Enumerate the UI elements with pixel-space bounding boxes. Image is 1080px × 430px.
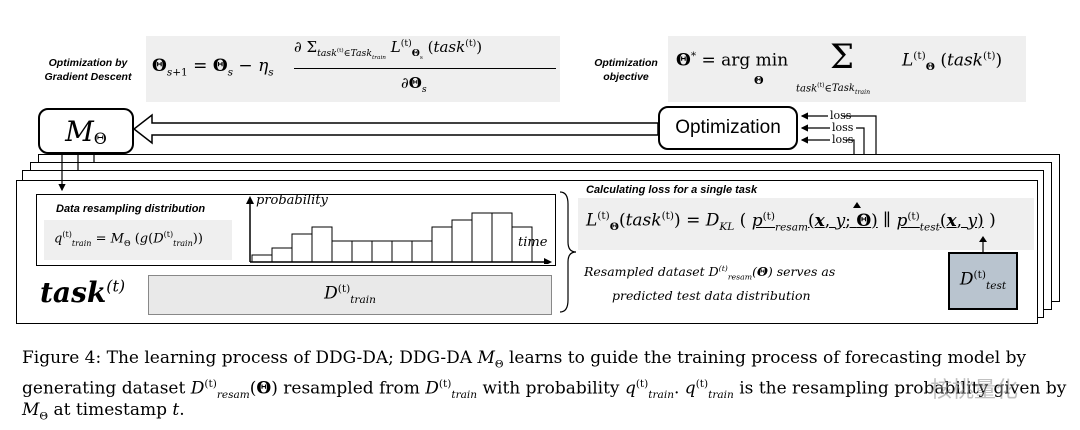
loss-label-1: loss [830, 109, 852, 122]
dtrain-box: D(t)train [148, 275, 552, 315]
optimization-box: Optimization [658, 106, 798, 150]
gd-formula: Θs+1 = Θs − ηs [152, 56, 274, 79]
resampled-note-line2: predicted test data distribution [612, 288, 811, 303]
chart-x-arrow [544, 258, 552, 264]
loss-formula-box: L(t)Θ(task(t)) = DKL ( p(t)resam(x, y; Θ… [578, 198, 1034, 250]
loss-formula: L(t)Θ(task(t)) = DKL ( p(t)resam(x, y; Θ… [586, 210, 996, 234]
watermark: 核桃量化 [930, 377, 1019, 402]
optimization-label: Optimization [675, 117, 781, 138]
model-sub: Θ [93, 128, 107, 148]
chart-bar [251, 254, 273, 263]
obj-loss: L(t)Θ (task(t)) [902, 50, 1003, 74]
chart-xlabel: time [518, 235, 548, 250]
chart-bar [391, 240, 413, 263]
chart-y-arrow [246, 196, 254, 204]
chart-bar [371, 240, 393, 263]
obj-formula-box: Θ* = arg min Θ Σ task(t)∈Tasktrain L(t)Θ… [668, 36, 1026, 102]
model-label: M [65, 114, 94, 148]
gd-label: Optimization by Gradient Descent [44, 57, 132, 83]
caption-line1: Figure 4: The learning process of DDG-DA… [22, 348, 1027, 371]
chart-bar [311, 226, 333, 263]
chart-bar [331, 240, 353, 263]
task-name-sup: (t) [106, 276, 126, 296]
chart-bar [291, 233, 313, 263]
task-name: task(t) [40, 276, 126, 309]
q-formula: q(t)train = MΘ (g(D(t)train)) [54, 230, 203, 248]
chart-bar [351, 240, 373, 263]
gd-fraction-bar [294, 68, 556, 69]
gd-formula-box: Θs+1 = Θs − ηs ∂ Σtask(t)∈Tasktrain L(t)… [146, 36, 560, 102]
obj-label: Optimization objective [594, 57, 658, 83]
obj-sum: Σ [830, 37, 855, 77]
loss-label-2: loss [832, 121, 854, 134]
caption-line2: generating dataset D(t)resam(Θ) resample… [22, 378, 1067, 402]
optimization-arrow [132, 113, 659, 145]
resample-title: Data resampling distribution [56, 203, 206, 215]
resam-up-arrow [853, 202, 861, 208]
caption-line3: MΘ at timestamp t. [22, 400, 185, 423]
dtest-label: D(t)test [959, 269, 1007, 293]
obj-argmin-sub: Θ [754, 74, 764, 87]
chart-bar [451, 219, 473, 263]
chart-ylabel: probability [256, 193, 328, 208]
resampled-note-line1: Resampled dataset D(t)resam(Θ) serves as [584, 264, 836, 282]
chart-bar [491, 212, 513, 263]
chart-bar [271, 247, 293, 263]
obj-sum-sub: task(t)∈Tasktrain [796, 82, 871, 97]
loss-title: Calculating loss for a single task [586, 184, 758, 196]
obj-formula: Θ* = arg min [676, 50, 789, 71]
probability-chart [246, 196, 552, 264]
q-formula-box: q(t)train = MΘ (g(D(t)train)) [44, 220, 232, 260]
loss-label-3: loss [832, 133, 854, 146]
chart-bar [411, 240, 433, 263]
dtest-arrow [979, 236, 987, 252]
chart-bar [471, 212, 493, 263]
gd-fraction-denominator: ∂Θs [401, 74, 427, 95]
dtrain-label: D(t)train [324, 283, 376, 307]
gd-fraction-numerator: ∂ Σtask(t)∈Tasktrain L(t)Θs (task(t)) [294, 38, 483, 61]
model-connectors [58, 154, 95, 192]
brace [559, 191, 577, 313]
dtest-box: D(t)test [948, 252, 1018, 310]
chart-bar [431, 226, 453, 263]
